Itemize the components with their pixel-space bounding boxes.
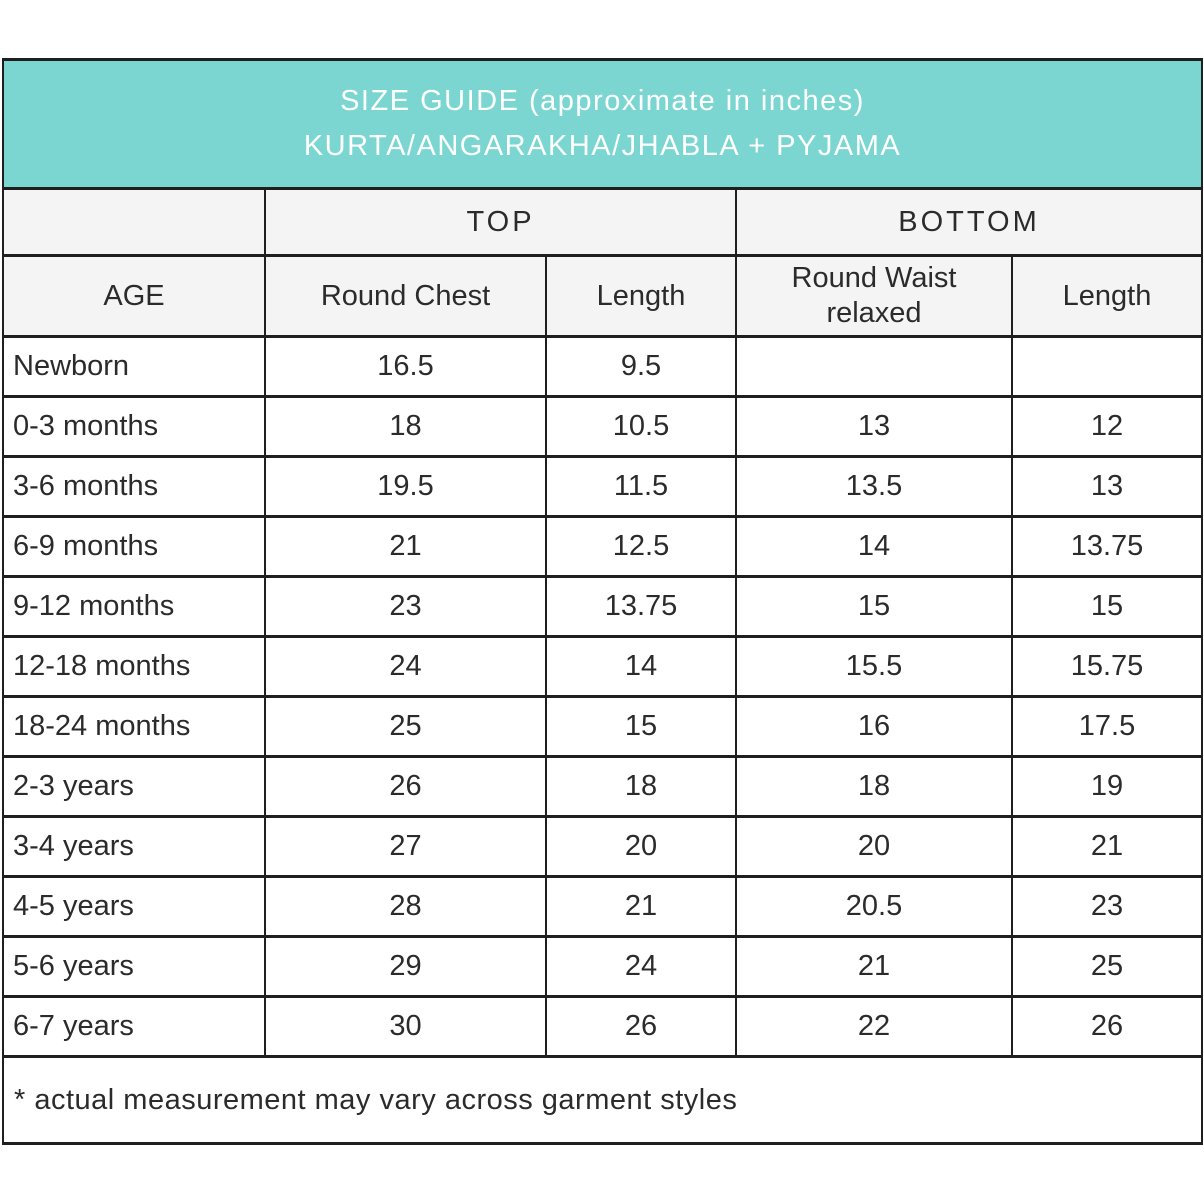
round-chest-cell: 30 bbox=[264, 995, 547, 1058]
age-cell: Newborn bbox=[2, 335, 266, 398]
age-cell: 5-6 years bbox=[2, 935, 266, 998]
top-length-cell: 24 bbox=[545, 935, 737, 998]
age-cell: 6-9 months bbox=[2, 515, 266, 578]
group-header-top: TOP bbox=[264, 187, 737, 257]
size-guide-table: SIZE GUIDE (approximate in inches) KURTA… bbox=[1, 58, 1204, 1145]
age-cell: 12-18 months bbox=[2, 635, 266, 698]
table-row: 5-6 years 29 24 21 25 bbox=[2, 935, 1204, 998]
round-waist-cell: 15.5 bbox=[735, 635, 1013, 698]
top-length-cell: 11.5 bbox=[545, 455, 737, 518]
table-row: 3-4 years 27 20 20 21 bbox=[2, 815, 1204, 878]
top-length-cell: 15 bbox=[545, 695, 737, 758]
round-waist-cell: 15 bbox=[735, 575, 1013, 638]
round-waist-cell: 14 bbox=[735, 515, 1013, 578]
group-header-empty bbox=[2, 187, 266, 257]
top-length-cell: 26 bbox=[545, 995, 737, 1058]
table-row: 6-9 months 21 12.5 14 13.75 bbox=[2, 515, 1204, 578]
round-chest-cell: 18 bbox=[264, 395, 547, 458]
age-cell: 2-3 years bbox=[2, 755, 266, 818]
banner-title-line2: KURTA/ANGARAKHA/JHABLA + PYJAMA bbox=[303, 130, 902, 162]
round-waist-cell: 13.5 bbox=[735, 455, 1013, 518]
round-chest-cell: 21 bbox=[264, 515, 547, 578]
age-cell: 0-3 months bbox=[2, 395, 266, 458]
bottom-length-cell: 13 bbox=[1010, 455, 1204, 518]
bottom-length-cell: 26 bbox=[1010, 995, 1204, 1058]
column-header-bottom-length: Length bbox=[1010, 254, 1204, 338]
top-length-cell: 20 bbox=[545, 815, 737, 878]
round-chest-cell: 16.5 bbox=[264, 335, 547, 398]
age-cell: 3-4 years bbox=[2, 815, 266, 878]
column-header-top-length: Length bbox=[545, 254, 737, 338]
table-row: Newborn 16.5 9.5 bbox=[2, 335, 1204, 398]
bottom-length-cell: 15 bbox=[1010, 575, 1204, 638]
top-length-cell: 14 bbox=[545, 635, 737, 698]
banner-title-line1: SIZE GUIDE (approximate in inches) bbox=[340, 85, 865, 118]
age-cell: 9-12 months bbox=[2, 575, 266, 638]
round-chest-cell: 28 bbox=[264, 875, 547, 938]
top-length-cell: 13.75 bbox=[545, 575, 737, 638]
round-waist-cell: 20.5 bbox=[735, 875, 1013, 938]
top-length-cell: 21 bbox=[545, 875, 737, 938]
round-chest-cell: 26 bbox=[264, 755, 547, 818]
footnote: * actual measurement may vary across gar… bbox=[1, 1055, 1204, 1145]
top-length-cell: 18 bbox=[545, 755, 737, 818]
bottom-length-cell: 23 bbox=[1010, 875, 1204, 938]
age-cell: 3-6 months bbox=[2, 455, 266, 518]
table-row: 2-3 years 26 18 18 19 bbox=[2, 755, 1204, 818]
column-header-round-waist: Round Waist relaxed bbox=[735, 254, 1013, 338]
bottom-length-cell bbox=[1010, 335, 1204, 398]
top-length-cell: 10.5 bbox=[545, 395, 737, 458]
age-cell: 4-5 years bbox=[2, 875, 266, 938]
round-waist-cell: 18 bbox=[735, 755, 1013, 818]
size-guide: SIZE GUIDE (approximate in inches) KURTA… bbox=[1, 58, 1204, 1145]
round-chest-cell: 19.5 bbox=[264, 455, 547, 518]
table-row: 0-3 months 18 10.5 13 12 bbox=[2, 395, 1204, 458]
round-waist-cell: 21 bbox=[735, 935, 1013, 998]
round-chest-cell: 29 bbox=[264, 935, 547, 998]
round-waist-cell bbox=[735, 335, 1013, 398]
top-length-cell: 9.5 bbox=[545, 335, 737, 398]
table-row: 9-12 months 23 13.75 15 15 bbox=[2, 575, 1204, 638]
round-waist-cell: 16 bbox=[735, 695, 1013, 758]
group-header-row: TOP BOTTOM bbox=[2, 187, 1204, 257]
round-waist-cell: 22 bbox=[735, 995, 1013, 1058]
size-guide-banner: SIZE GUIDE (approximate in inches) KURTA… bbox=[1, 58, 1204, 190]
age-cell: 18-24 months bbox=[2, 695, 266, 758]
table-row: 4-5 years 28 21 20.5 23 bbox=[2, 875, 1204, 938]
table-row: 18-24 months 25 15 16 17.5 bbox=[2, 695, 1204, 758]
round-chest-cell: 23 bbox=[264, 575, 547, 638]
column-header-round-chest: Round Chest bbox=[264, 254, 547, 338]
bottom-length-cell: 19 bbox=[1010, 755, 1204, 818]
top-length-cell: 12.5 bbox=[545, 515, 737, 578]
bottom-length-cell: 21 bbox=[1010, 815, 1204, 878]
table-row: 12-18 months 24 14 15.5 15.75 bbox=[2, 635, 1204, 698]
footnote-row: * actual measurement may vary across gar… bbox=[1, 1055, 1204, 1145]
column-header-row: AGE Round Chest Length Round Waist relax… bbox=[2, 254, 1204, 338]
table-row: 3-6 months 19.5 11.5 13.5 13 bbox=[2, 455, 1204, 518]
bottom-length-cell: 12 bbox=[1010, 395, 1204, 458]
round-chest-cell: 24 bbox=[264, 635, 547, 698]
table-row: 6-7 years 30 26 22 26 bbox=[2, 995, 1204, 1058]
bottom-length-cell: 17.5 bbox=[1010, 695, 1204, 758]
bottom-length-cell: 15.75 bbox=[1010, 635, 1204, 698]
banner-row: SIZE GUIDE (approximate in inches) KURTA… bbox=[1, 58, 1204, 190]
bottom-length-cell: 13.75 bbox=[1010, 515, 1204, 578]
round-waist-cell: 20 bbox=[735, 815, 1013, 878]
column-header-age: AGE bbox=[2, 254, 266, 338]
round-waist-cell: 13 bbox=[735, 395, 1013, 458]
bottom-length-cell: 25 bbox=[1010, 935, 1204, 998]
round-chest-cell: 25 bbox=[264, 695, 547, 758]
round-chest-cell: 27 bbox=[264, 815, 547, 878]
group-header-bottom: BOTTOM bbox=[734, 187, 1204, 257]
age-cell: 6-7 years bbox=[2, 995, 266, 1058]
